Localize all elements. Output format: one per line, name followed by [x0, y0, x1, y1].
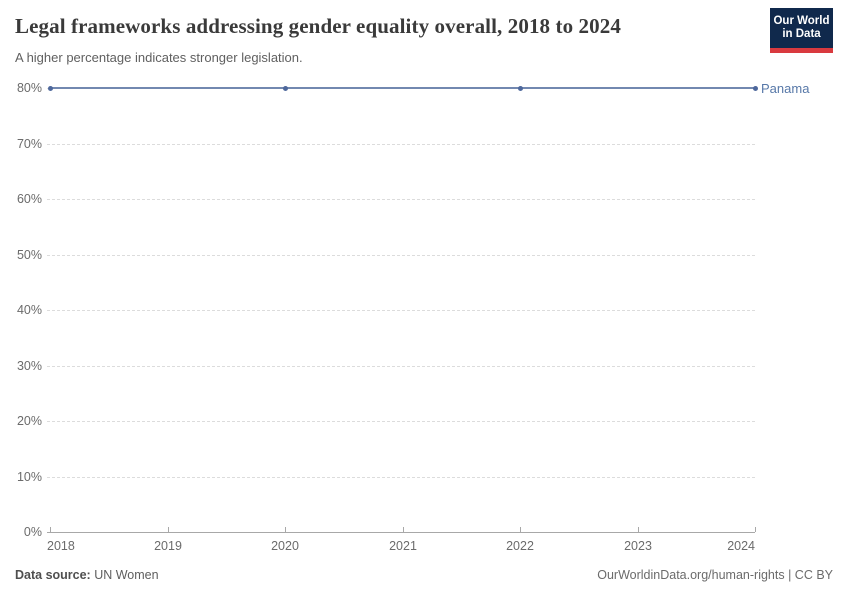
y-tick-label: 70%: [16, 137, 42, 151]
gridline-50: [47, 255, 755, 256]
data-source-note: Data source: UN Women: [15, 568, 159, 582]
owid-logo-line1: Our World: [773, 14, 830, 27]
y-tick-label: 40%: [16, 303, 42, 317]
data-point-2018: [47, 85, 53, 91]
y-tick-label: 0%: [23, 525, 42, 539]
gridline-20: [47, 421, 755, 422]
x-axis-line: [47, 532, 755, 533]
data-point-2020: [282, 85, 288, 91]
y-tick-label: 50%: [16, 248, 42, 262]
y-tick-label: 20%: [16, 414, 42, 428]
x-tick-label: 2020: [271, 539, 299, 553]
series-label-panama: Panama: [761, 81, 810, 96]
x-tick-label: 2024: [727, 539, 755, 553]
x-tick-2022: [520, 527, 521, 532]
gridline-60: [47, 199, 755, 200]
y-tick-label: 30%: [16, 359, 42, 373]
data-source-value: UN Women: [90, 568, 159, 582]
series-line-panama: [50, 87, 755, 89]
chart-title: Legal frameworks addressing gender equal…: [15, 14, 621, 38]
x-tick-2021: [403, 527, 404, 532]
x-tick-2019: [168, 527, 169, 532]
owid-logo: Our World in Data: [770, 8, 833, 53]
x-tick-2020: [285, 527, 286, 532]
x-tick-label: 2023: [624, 539, 652, 553]
x-tick-label: 2021: [389, 539, 417, 553]
data-point-2022: [517, 85, 523, 91]
x-tick-2023: [638, 527, 639, 532]
gridline-40: [47, 310, 755, 311]
x-tick-label: 2019: [154, 539, 182, 553]
gridline-10: [47, 477, 755, 478]
gridline-30: [47, 366, 755, 367]
x-tick-label: 2022: [506, 539, 534, 553]
y-tick-label: 60%: [16, 192, 42, 206]
data-point-2024: [752, 85, 758, 91]
owid-url-link[interactable]: OurWorldinData.org/human-rights | CC BY: [597, 568, 833, 582]
x-tick-label: 2018: [47, 539, 75, 553]
x-tick-2018: [50, 527, 51, 532]
y-tick-label: 10%: [16, 470, 42, 484]
data-source-label: Data source:: [15, 568, 91, 582]
x-tick-2024: [755, 527, 756, 532]
chart-subtitle: A higher percentage indicates stronger l…: [15, 50, 303, 65]
owid-logo-line2: in Data: [782, 28, 821, 40]
y-tick-label: 80%: [16, 81, 42, 95]
gridline-70: [47, 144, 755, 145]
